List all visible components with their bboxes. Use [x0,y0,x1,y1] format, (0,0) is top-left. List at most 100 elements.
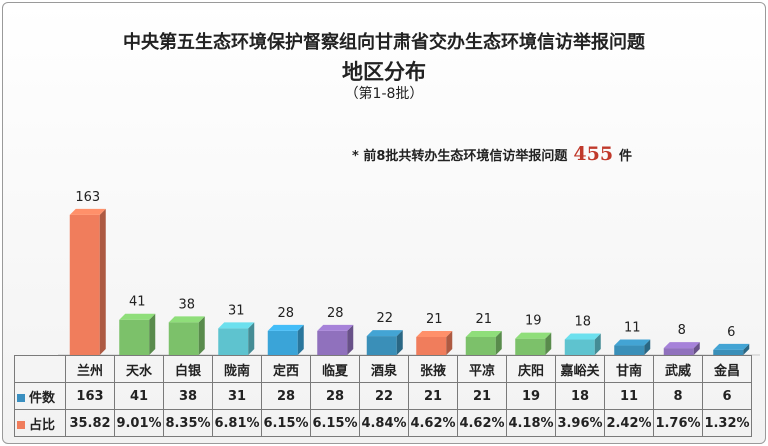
bar-value-label: 19 [525,314,542,329]
table-category-cell: 金昌 [702,355,752,383]
count-legend-key [17,394,25,402]
bar-front [218,328,249,355]
bar-side [446,330,453,355]
table-share-cell: 4.84% [359,409,409,437]
bar-side [594,333,601,355]
bar-side [99,208,106,355]
table-category-cell: 天水 [114,355,164,383]
bar-value-label: 8 [678,323,686,338]
count-row: 件数 163 41 38 31 28 28 22 21 21 19 18 11 8 6 [14,382,752,410]
table-share-cell: 6.15% [261,409,311,437]
bar [515,332,552,355]
bar-value-label: 21 [475,312,492,327]
bar-side [396,330,403,355]
chart-title: 中央第五生态环境保护督察组向甘肃省交办生态环境信访举报问题 [123,32,645,53]
bar-front [713,349,744,355]
data-table: 兰州 天水 白银 陇南 定西 临夏 酒泉 张掖 平凉 庆阳 嘉峪关 甘南 武威 金昌 件数 163 41 38 3… [14,355,752,437]
table-count-cell: 41 [114,382,164,410]
table-share-cell: 4.18% [506,409,556,437]
share-legend-key [17,421,25,429]
bar [713,343,750,355]
bar-top [614,339,651,346]
table-share-cell: 6.81% [212,409,262,437]
bar [317,324,354,355]
table-count-cell: 31 [212,382,262,410]
table-count-cell: 8 [653,382,703,410]
bar-front [614,345,645,355]
bar-top [564,333,601,340]
bar-top [119,313,156,320]
total-note-suffix: 件 [619,149,633,164]
table-category-cell: 临夏 [310,355,360,383]
table-category-cell: 嘉峪关 [555,355,605,383]
bar-side [149,313,156,355]
table-share-cell: 6.15% [310,409,360,437]
bar-top [663,342,700,349]
table-corner [14,355,66,383]
table-share-cell: 1.76% [653,409,703,437]
bar-top [317,324,354,331]
bar [663,342,700,355]
share-row: 占比 35.82 9.01% 8.35% 6.81% 6.15% 6.15% 4.84% 4.6… [14,409,752,437]
table-category-cell: 酒泉 [359,355,409,383]
table-category-cell: 兰州 [65,355,115,383]
bar [267,324,304,355]
table-count-cell: 6 [702,382,752,410]
bar-side [693,342,700,355]
bar-side [198,316,205,355]
table-category-cell: 平凉 [457,355,507,383]
bar-side [545,332,552,355]
bar [564,333,601,355]
bar-value-label: 28 [327,306,344,321]
bar-top [168,316,205,323]
bar-front [168,322,199,355]
table-count-cell: 28 [261,382,311,410]
bar-top [515,332,552,339]
bar-value-label: 28 [277,306,294,321]
bar-top [267,324,304,331]
table-count-cell: 38 [163,382,213,410]
bar-top [69,208,106,215]
share-label-text: 占比 [29,417,56,433]
bar-top [465,330,502,337]
bar-side [495,330,502,355]
bar-front [317,330,348,355]
bar-front [69,214,100,355]
share-row-label: 占比 [14,409,66,437]
table-share-cell: 3.96% [555,409,605,437]
bar-top [366,330,403,337]
table-share-cell: 35.82 [65,409,115,437]
bar-value-label: 11 [624,321,641,336]
bar-side [248,322,255,355]
bar-value-label: 31 [228,303,245,318]
bar-side [644,339,651,355]
bar [366,330,403,355]
total-note: * 前8批共转办生态环境信访举报问题 455 件 [352,143,632,165]
table-category-cell: 定西 [261,355,311,383]
bar-front [119,319,150,355]
total-note-prefix: * 前8批共转办生态环境信访举报问题 [352,149,568,164]
bar [465,330,502,355]
table-share-cell: 4.62% [457,409,507,437]
bar-side [347,324,354,355]
bar-front [564,339,595,355]
table-count-cell: 21 [408,382,458,410]
bar-value-label: 6 [727,325,735,340]
bar [168,316,205,355]
table-category-cell: 甘南 [604,355,654,383]
bar-side [297,324,304,355]
bar-top [218,322,255,329]
bar-front [267,330,298,355]
table-count-cell: 21 [457,382,507,410]
bar-front [416,336,447,355]
table-share-cell: 8.35% [163,409,213,437]
bar-top [713,343,750,350]
bar-value-label: 22 [376,311,393,326]
bar-value-label: 18 [574,315,591,330]
bar-front [366,336,397,355]
table-share-cell: 2.42% [604,409,654,437]
bar [416,330,453,355]
bar-side [743,343,750,355]
bar-value-label: 41 [129,295,146,310]
